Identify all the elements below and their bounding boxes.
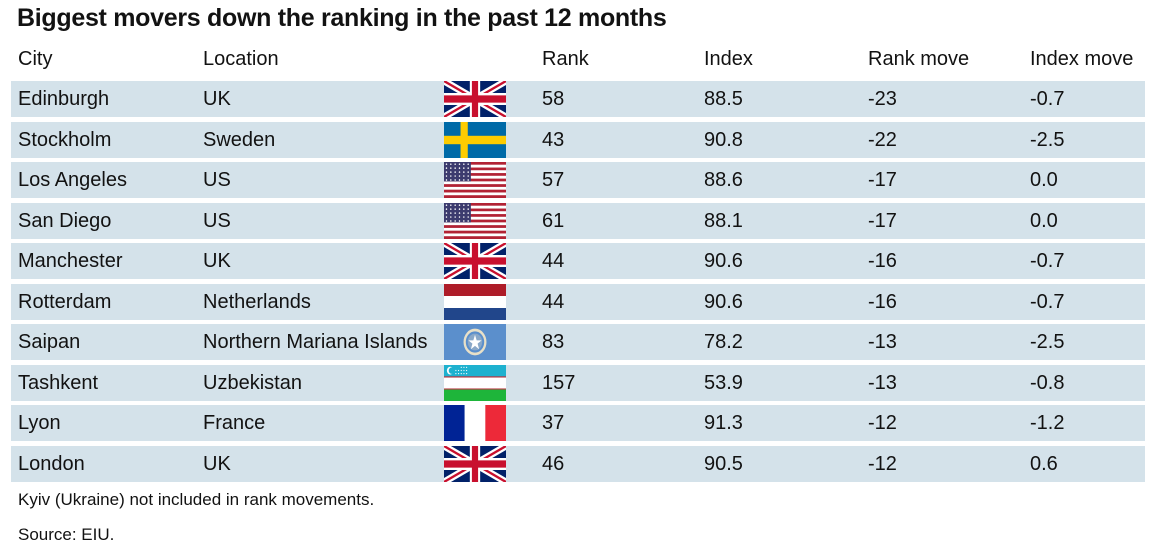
cell-rank: 44 <box>542 290 565 313</box>
uk-flag-icon <box>442 442 508 485</box>
table-row: Los Angeles US 57 88.6 -17 0.0 <box>11 162 1145 199</box>
cell-rank-move: -22 <box>868 128 897 151</box>
cell-location: UK <box>203 88 231 110</box>
cell-city: Edinburgh <box>18 88 110 110</box>
cell-index: 88.5 <box>704 88 743 110</box>
cell-rank-move: -13 <box>868 371 897 394</box>
cell-rank-move: -16 <box>868 290 897 313</box>
cell-index: 90.6 <box>704 290 743 313</box>
cell-rank-move: -17 <box>868 169 897 191</box>
table-row: Edinburgh UK 58 88.5 -23 -0.7 <box>11 77 1145 121</box>
column-header-city: City <box>18 48 53 70</box>
us-flag-icon <box>444 202 506 239</box>
netherlands-flag-icon <box>444 283 506 320</box>
cell-city: Stockholm <box>18 128 112 151</box>
france-flag-icon <box>444 405 506 441</box>
cell-rank: 43 <box>542 128 565 151</box>
footnote: Kyiv (Ukraine) not included in rank move… <box>18 490 375 509</box>
column-header-rank-move: Rank move <box>868 48 970 70</box>
table-row: Lyon France 37 91.3 -12 -1.2 <box>11 405 1145 441</box>
cell-rank: 58 <box>542 88 565 110</box>
cell-rank-move: -12 <box>868 452 897 475</box>
cell-location: Northern Mariana Islands <box>203 331 428 353</box>
cell-index-move: -2.5 <box>1030 331 1065 353</box>
cell-rank: 57 <box>542 169 565 191</box>
cell-index: 53.9 <box>704 371 743 394</box>
cell-city: Saipan <box>18 331 81 353</box>
cell-rank-move: -13 <box>868 331 897 353</box>
cell-index: 90.5 <box>704 452 743 475</box>
cell-rank-move: -16 <box>868 250 897 272</box>
northern-mariana-islands-flag-icon <box>444 324 506 360</box>
cell-rank: 83 <box>542 331 565 353</box>
column-header-index-move: Index move <box>1030 48 1134 70</box>
column-header-rank: Rank <box>542 48 589 70</box>
sweden-flag-icon <box>444 121 506 158</box>
chart-title: Biggest movers down the ranking in the p… <box>17 4 667 32</box>
cell-location: US <box>203 169 231 191</box>
cell-city: Los Angeles <box>18 169 127 191</box>
table-row: San Diego US 61 88.1 -17 0.0 <box>11 202 1145 239</box>
cell-city: Tashkent <box>18 371 99 394</box>
column-header-index: Index <box>704 48 753 70</box>
cell-city: Manchester <box>18 250 123 272</box>
cell-rank: 61 <box>542 209 565 232</box>
cell-location: Sweden <box>203 128 276 151</box>
cell-index-move: 0.6 <box>1030 452 1058 475</box>
uk-flag-icon <box>442 239 508 283</box>
cell-index-move: -2.5 <box>1030 128 1065 151</box>
cell-index-move: -0.8 <box>1030 371 1065 394</box>
table-row: Manchester UK 44 90.6 -16 -0.7 <box>11 239 1145 283</box>
cell-location: UK <box>203 452 231 475</box>
cell-index-move: -0.7 <box>1030 88 1065 110</box>
uk-flag-icon <box>442 77 508 121</box>
table-row: Stockholm Sweden 43 90.8 -22 -2.5 <box>11 121 1145 158</box>
cell-index: 88.6 <box>704 169 743 191</box>
cell-index-move: -1.2 <box>1030 412 1065 434</box>
cell-location: UK <box>203 250 231 272</box>
cell-rank: 46 <box>542 452 565 475</box>
table-row: London UK 46 90.5 -12 0.6 <box>11 442 1145 485</box>
cell-index: 91.3 <box>704 412 743 434</box>
uzbekistan-flag-icon <box>444 364 506 401</box>
cell-index: 78.2 <box>704 331 743 353</box>
table-row: Saipan Northern Mariana Islands 83 78.2 -13 -… <box>11 324 1145 360</box>
cell-city: Lyon <box>18 412 61 434</box>
cell-location: France <box>203 412 266 434</box>
us-flag-icon <box>444 162 506 199</box>
cell-rank: 37 <box>542 412 565 434</box>
cell-index: 90.6 <box>704 250 743 272</box>
cell-index: 88.1 <box>704 209 743 232</box>
cell-index-move: -0.7 <box>1030 250 1065 272</box>
cell-rank-move: -23 <box>868 88 897 110</box>
cell-location: Uzbekistan <box>203 371 302 394</box>
cell-location: US <box>203 209 231 232</box>
column-header-location: Location <box>203 48 279 70</box>
cell-city: London <box>18 452 85 475</box>
cell-city: San Diego <box>18 209 112 232</box>
cell-index-move: -0.7 <box>1030 290 1065 313</box>
cell-index: 90.8 <box>704 128 743 151</box>
cell-rank: 44 <box>542 250 565 272</box>
cell-city: Rotterdam <box>18 290 112 313</box>
cell-location: Netherlands <box>203 290 311 313</box>
cell-rank: 157 <box>542 371 576 394</box>
cell-rank-move: -12 <box>868 412 897 434</box>
cell-index-move: 0.0 <box>1030 209 1058 232</box>
source-note: Source: EIU. <box>18 525 115 544</box>
cell-rank-move: -17 <box>868 209 897 232</box>
table-row: Tashkent Uzbekistan 157 53.9 -13 -0.8 <box>11 364 1145 401</box>
cell-index-move: 0.0 <box>1030 169 1058 191</box>
table-row: Rotterdam Netherlands 44 90.6 -16 -0.7 <box>11 283 1145 320</box>
